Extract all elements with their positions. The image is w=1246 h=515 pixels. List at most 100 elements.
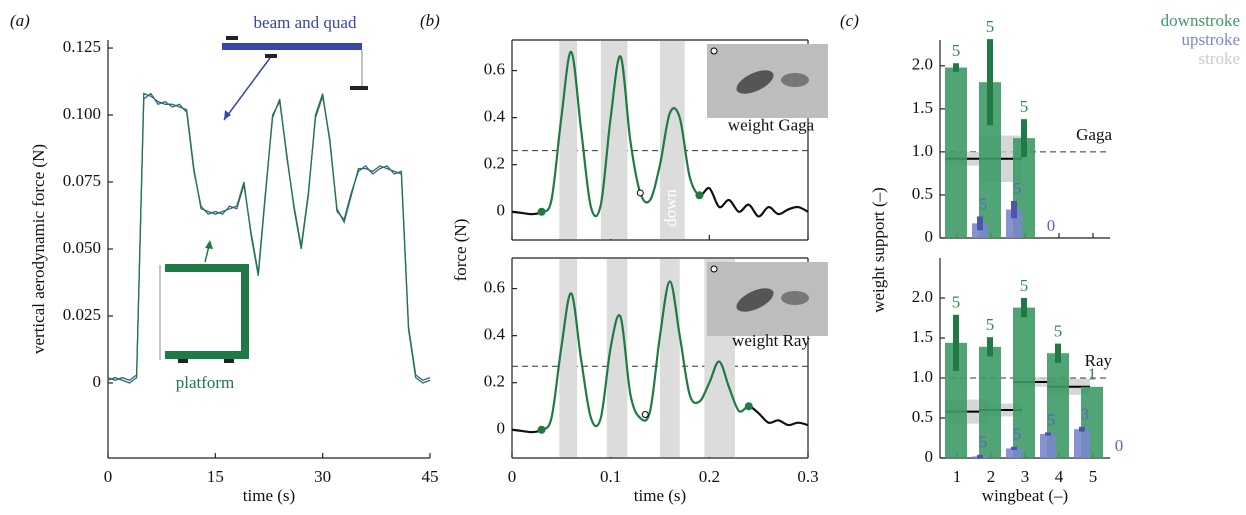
y-tick-label: 0.125 [63,37,101,56]
y-tick-label: 0.5 [912,184,933,203]
bar [945,67,967,239]
sample-count: 5 [986,17,995,36]
error-bar [1055,343,1061,363]
error-bar [1021,119,1027,158]
beam-mount [226,36,238,40]
y-axis-label: force (N) [451,219,470,282]
inset-marker [710,265,718,273]
y-tick-label: 0.075 [63,171,101,190]
error-bar [1021,298,1027,318]
panel-label: (c) [840,11,859,30]
force-line [107,92,431,384]
phase-marker [695,191,704,200]
bar [1040,434,1056,458]
platform-mount [224,359,234,363]
arrow-head [205,240,213,249]
force-line [107,92,431,382]
bar [1006,209,1022,238]
x-tick-label: 3 [1021,467,1030,486]
stroke-band [660,259,680,457]
error-bar [953,314,959,371]
weight-label: weight Gaga [728,115,815,134]
y-tick-label: 2.0 [912,287,933,306]
legend-entry: upstroke [1181,30,1240,49]
sample-count: 5 [1013,179,1022,198]
sample-count: 0 [1047,216,1056,235]
y-axis-label: vertical aerodynamic force (N) [29,144,48,354]
inset-marker [710,47,718,55]
error-bar [1079,426,1085,432]
x-tick-label: 5 [1089,467,1098,486]
annotation: platform [176,373,235,392]
bar [972,223,988,238]
y-axis-label: weight support (–) [869,187,888,313]
platform [165,264,249,359]
y-tick-label: 0 [93,372,102,391]
error-bar [1011,200,1017,219]
panel: 0 0.025 0.050 0.075 0.100 0.125 0 15 30 45 (a) vert… [10,11,439,505]
x-tick-label: 30 [314,467,331,486]
legend-entry: stroke [1198,49,1240,68]
weight-label: Gaga [1076,125,1112,144]
sample-count: 5 [1020,97,1029,116]
sample-count: 5 [1020,276,1029,295]
panel: 0 0.2 0.4 0.6 0 0.1 0.2 0.3 time (s) weight Ray [484,257,828,505]
legend-entry: downstroke [1161,11,1240,30]
phase-marker [537,425,546,434]
bar [979,82,1001,238]
error-bar [1045,432,1051,436]
y-tick-label: 1.5 [912,98,933,117]
bird-shadow [781,73,809,87]
y-tick-label: 1.0 [912,141,933,160]
bar [945,342,967,458]
open-marker [636,189,644,197]
error-bar [977,454,983,458]
sample-count: 5 [1054,322,1063,341]
y-tick-label: 0.100 [63,104,101,123]
y-tick-label: 1.0 [912,367,933,386]
x-axis-label: time (s) [243,486,295,505]
panel-label: (b) [420,11,440,30]
open-marker [641,410,649,418]
y-tick-label: 0 [497,201,506,220]
panel-label: (a) [10,11,30,30]
x-tick-label: 2 [987,467,996,486]
error-bar [1011,446,1017,450]
beam-schematic: beam and quad [222,13,368,121]
bar [1006,448,1022,458]
sample-count: 0 [1115,436,1124,455]
bar [979,346,1001,458]
beam-mount [350,86,368,90]
y-tick-label: 0.4 [484,107,506,126]
force-line [511,50,809,218]
panel: 0 0.2 0.4 0.6 (b) force (N) down weight Gaga [420,11,828,281]
y-tick-label: 0.4 [484,325,506,344]
stroke-band [559,259,578,457]
x-tick-label: 0 [508,467,517,486]
sample-count: 5 [1047,410,1056,429]
band-label: down [661,189,680,227]
x-tick-label: 45 [422,467,439,486]
weight-label: Ray [1085,351,1113,370]
x-axis-label: wingbeat (–) [982,486,1068,505]
x-tick-label: 0.2 [699,467,720,486]
sample-count: 1 [1088,365,1097,384]
panel: 0 0.5 1.0 1.5 2.0 (c) weight support (–) 5 5 5 5 5 0… [840,11,1240,313]
y-tick-label: 0.025 [63,305,101,324]
annotation: beam and quad [254,13,357,32]
bird-shadow [781,291,809,305]
arrow [223,57,271,121]
sample-count: 5 [1013,425,1022,444]
platform-schematic: platform [159,240,249,392]
x-tick-label: 0 [104,467,113,486]
sample-count: 5 [979,194,988,213]
y-tick-label: 0.050 [63,238,101,257]
x-tick-label: 4 [1055,467,1064,486]
force-line [511,280,809,434]
stroke-band [606,259,628,457]
sample-count: 5 [979,433,988,452]
phase-marker [744,402,753,411]
x-tick-label: 1 [953,467,962,486]
sample-count: 5 [952,293,961,312]
